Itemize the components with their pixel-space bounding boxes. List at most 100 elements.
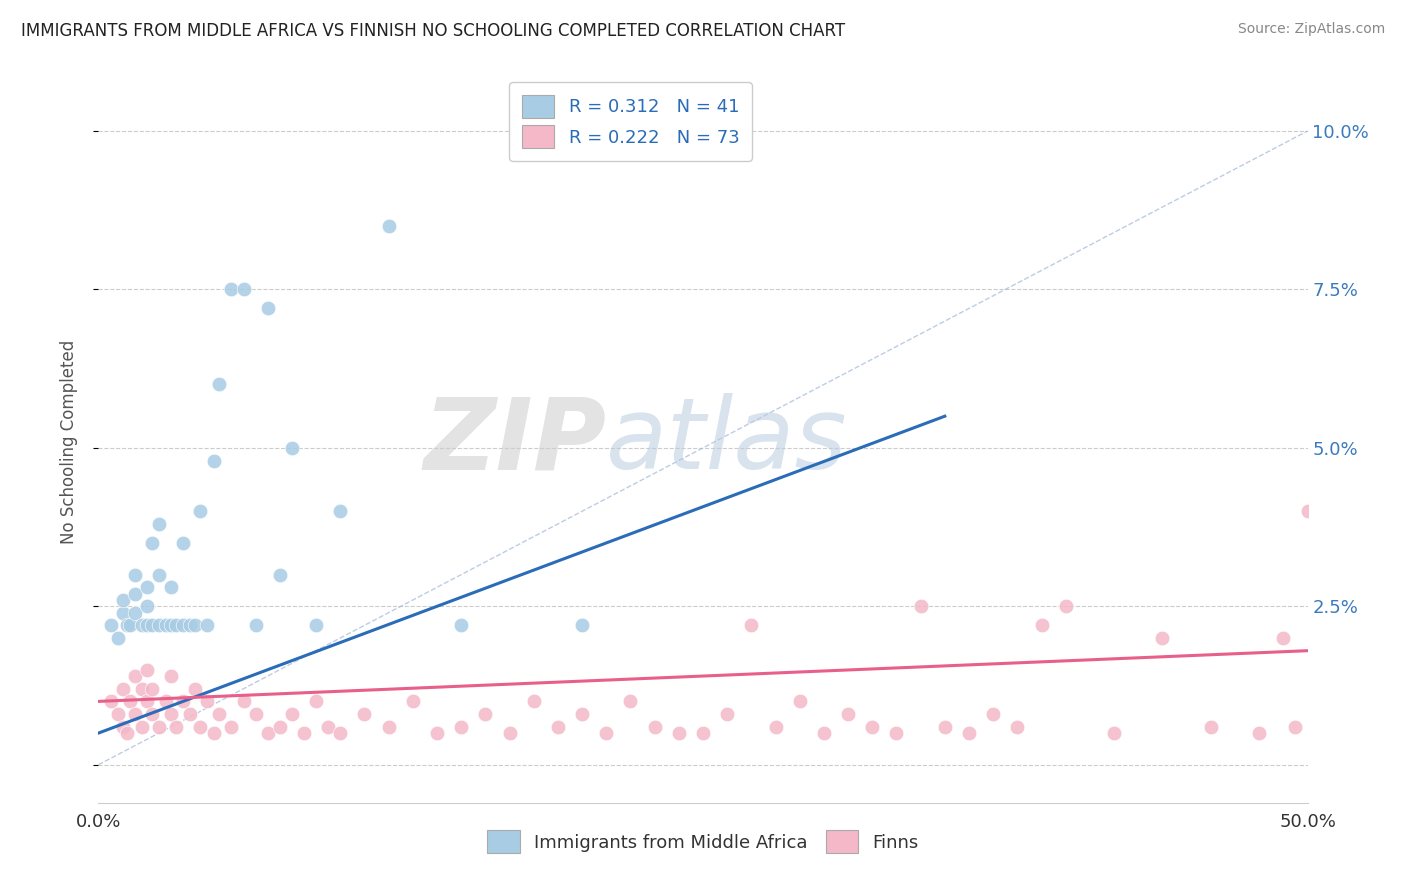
Point bbox=[131, 720, 153, 734]
Point bbox=[232, 694, 254, 708]
Point bbox=[837, 707, 859, 722]
Point bbox=[172, 536, 194, 550]
Point bbox=[860, 720, 883, 734]
Point bbox=[281, 441, 304, 455]
Point bbox=[450, 618, 472, 632]
Point bbox=[716, 707, 738, 722]
Point bbox=[148, 567, 170, 582]
Point bbox=[107, 707, 129, 722]
Point bbox=[450, 720, 472, 734]
Point bbox=[208, 377, 231, 392]
Point bbox=[172, 694, 194, 708]
Point bbox=[474, 707, 496, 722]
Point bbox=[292, 726, 315, 740]
Point bbox=[1199, 720, 1222, 734]
Point bbox=[155, 618, 177, 632]
Point bbox=[117, 618, 139, 632]
Point bbox=[100, 694, 122, 708]
Point bbox=[172, 618, 194, 632]
Point bbox=[124, 669, 146, 683]
Point bbox=[160, 580, 183, 594]
Point bbox=[619, 694, 641, 708]
Point bbox=[1284, 720, 1306, 734]
Point bbox=[1272, 631, 1295, 645]
Point bbox=[547, 720, 569, 734]
Point bbox=[131, 618, 153, 632]
Point bbox=[124, 567, 146, 582]
Point bbox=[910, 599, 932, 614]
Point bbox=[184, 618, 207, 632]
Point bbox=[118, 618, 141, 632]
Point bbox=[118, 694, 141, 708]
Point bbox=[813, 726, 835, 740]
Point bbox=[402, 694, 425, 708]
Point bbox=[981, 707, 1004, 722]
Point bbox=[111, 720, 134, 734]
Point bbox=[305, 618, 328, 632]
Point bbox=[148, 516, 170, 531]
Point bbox=[111, 681, 134, 696]
Point bbox=[155, 694, 177, 708]
Point bbox=[281, 707, 304, 722]
Point bbox=[245, 618, 267, 632]
Point bbox=[269, 720, 291, 734]
Point bbox=[131, 681, 153, 696]
Point bbox=[765, 720, 787, 734]
Point bbox=[789, 694, 811, 708]
Y-axis label: No Schooling Completed: No Schooling Completed bbox=[59, 340, 77, 543]
Point bbox=[305, 694, 328, 708]
Point bbox=[124, 587, 146, 601]
Text: Source: ZipAtlas.com: Source: ZipAtlas.com bbox=[1237, 22, 1385, 37]
Point bbox=[208, 707, 231, 722]
Point bbox=[1007, 720, 1029, 734]
Point bbox=[141, 681, 163, 696]
Point bbox=[353, 707, 375, 722]
Text: atlas: atlas bbox=[606, 393, 848, 490]
Text: ZIP: ZIP bbox=[423, 393, 606, 490]
Point bbox=[329, 504, 352, 518]
Point bbox=[245, 707, 267, 722]
Point bbox=[523, 694, 546, 708]
Point bbox=[1296, 504, 1319, 518]
Point bbox=[692, 726, 714, 740]
Point bbox=[165, 720, 187, 734]
Point bbox=[160, 707, 183, 722]
Point bbox=[100, 618, 122, 632]
Point bbox=[160, 669, 183, 683]
Point bbox=[124, 707, 146, 722]
Point bbox=[232, 282, 254, 296]
Point bbox=[179, 707, 201, 722]
Point bbox=[329, 726, 352, 740]
Point bbox=[221, 720, 243, 734]
Point bbox=[117, 726, 139, 740]
Point bbox=[204, 726, 226, 740]
Point bbox=[148, 618, 170, 632]
Point bbox=[426, 726, 449, 740]
Point bbox=[195, 694, 218, 708]
Point bbox=[269, 567, 291, 582]
Point bbox=[316, 720, 339, 734]
Point bbox=[107, 631, 129, 645]
Point bbox=[135, 663, 157, 677]
Point bbox=[1054, 599, 1077, 614]
Point bbox=[668, 726, 690, 740]
Point bbox=[1249, 726, 1271, 740]
Point bbox=[595, 726, 617, 740]
Point bbox=[571, 707, 593, 722]
Point bbox=[886, 726, 908, 740]
Point bbox=[165, 618, 187, 632]
Point bbox=[1102, 726, 1125, 740]
Point bbox=[135, 599, 157, 614]
Point bbox=[740, 618, 762, 632]
Point bbox=[256, 726, 278, 740]
Point bbox=[957, 726, 980, 740]
Point bbox=[111, 606, 134, 620]
Point bbox=[377, 219, 399, 233]
Point bbox=[188, 720, 211, 734]
Point bbox=[195, 618, 218, 632]
Point bbox=[256, 301, 278, 316]
Point bbox=[204, 453, 226, 467]
Point bbox=[188, 504, 211, 518]
Point bbox=[141, 536, 163, 550]
Point bbox=[377, 720, 399, 734]
